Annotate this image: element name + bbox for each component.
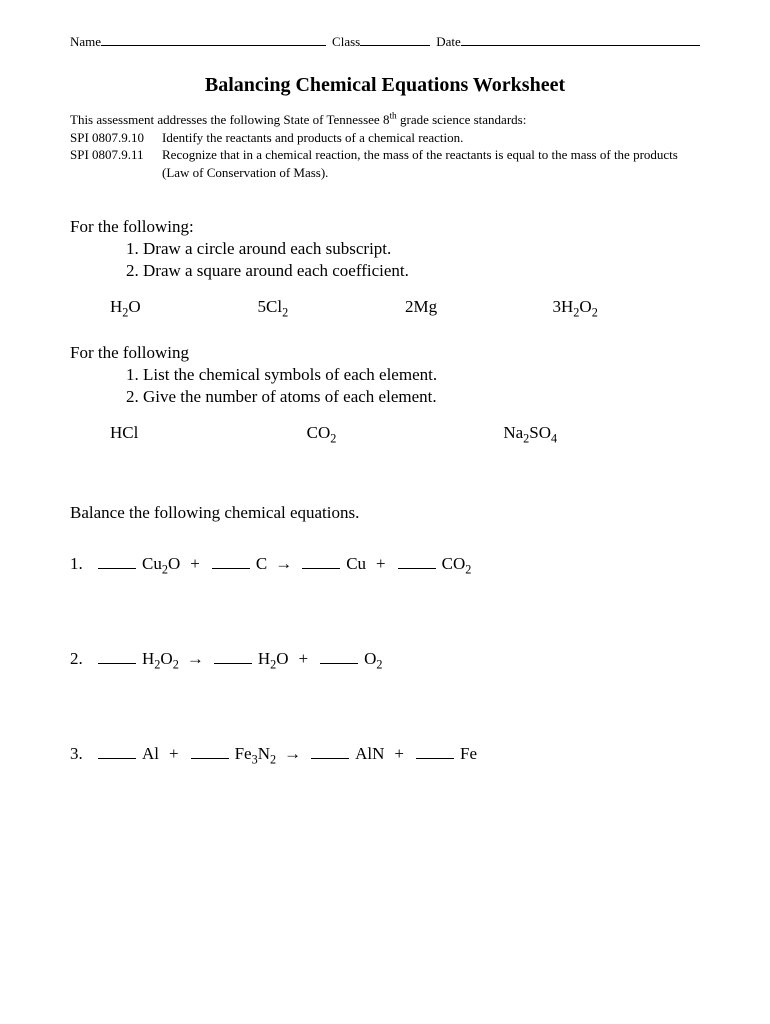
name-label: Name (70, 34, 101, 50)
formula-hcl: HCl (110, 423, 307, 443)
standards-intro-suffix: grade science standards: (397, 112, 527, 127)
name-blank[interactable] (101, 32, 326, 46)
equation-1: 1. Cu2O + C → Cu + CO2 (70, 551, 700, 574)
standards-intro-prefix: This assessment addresses the following … (70, 112, 389, 127)
standards-intro: This assessment addresses the following … (70, 111, 700, 129)
section1-intro: For the following: (70, 217, 700, 237)
operator: + (190, 554, 200, 574)
equations-list: 1. Cu2O + C → Cu + CO2 2. H2O2 → H2O + O2 3. Al + Fe3N2 → A… (70, 551, 700, 764)
section1-item1: 1. Draw a circle around each subscript. (70, 239, 700, 259)
equation-3: 3. Al + Fe3N2 → AlN + Fe (70, 741, 700, 764)
formula-term: H2O (258, 649, 289, 669)
standards-code-2: SPI 0807.9.11 (70, 146, 162, 181)
coefficient-blank[interactable] (98, 646, 136, 664)
standards-row-1: SPI 0807.9.10 Identify the reactants and… (70, 129, 700, 147)
formula-co2: CO2 (307, 423, 504, 443)
class-label: Class (332, 34, 360, 50)
equation-number: 3. (70, 744, 92, 764)
standards-block: This assessment addresses the following … (70, 111, 700, 181)
coefficient-blank[interactable] (398, 551, 436, 569)
balance-heading: Balance the following chemical equations… (70, 503, 700, 523)
equation-number: 2. (70, 649, 92, 669)
equation-2: 2. H2O2 → H2O + O2 (70, 646, 700, 669)
operator: → (275, 554, 292, 574)
formula-term: AlN (355, 744, 384, 764)
operator: → (187, 649, 204, 669)
coefficient-blank[interactable] (98, 741, 136, 759)
header-fields: Name Class Date (70, 32, 700, 50)
section1-item2: 2. Draw a square around each coefficient… (70, 261, 700, 281)
operator: → (284, 744, 301, 764)
equation-number: 1. (70, 554, 92, 574)
formula-term: CO2 (442, 554, 472, 574)
section1-formulas: H2O 5Cl2 2Mg 3H2O2 (70, 297, 700, 317)
formula-2mg: 2Mg (405, 297, 553, 317)
coefficient-blank[interactable] (212, 551, 250, 569)
class-blank[interactable] (360, 32, 430, 46)
operator: + (394, 744, 404, 764)
operator: + (169, 744, 179, 764)
formula-term: Cu2O (142, 554, 180, 574)
coefficient-blank[interactable] (320, 646, 358, 664)
coefficient-blank[interactable] (302, 551, 340, 569)
standards-code-1: SPI 0807.9.10 (70, 129, 162, 147)
section2-item2: 2. Give the number of atoms of each elem… (70, 387, 700, 407)
formula-term: H2O2 (142, 649, 179, 669)
formula-na2so4: Na2SO4 (503, 423, 700, 443)
operator: + (376, 554, 386, 574)
formula-term: Al (142, 744, 159, 764)
date-blank[interactable] (461, 32, 700, 46)
section2-formulas: HCl CO2 Na2SO4 (70, 423, 700, 443)
coefficient-blank[interactable] (416, 741, 454, 759)
standards-intro-sup: th (389, 112, 396, 122)
formula-term: O2 (364, 649, 382, 669)
section2-intro: For the following (70, 343, 700, 363)
date-label: Date (436, 34, 461, 50)
standards-row-2: SPI 0807.9.11 Recognize that in a chemic… (70, 146, 700, 181)
operator: + (299, 649, 309, 669)
worksheet-page: Name Class Date Balancing Chemical Equat… (0, 0, 770, 876)
coefficient-blank[interactable] (311, 741, 349, 759)
standards-desc-1: Identify the reactants and products of a… (162, 129, 700, 147)
standards-desc-2: Recognize that in a chemical reaction, t… (162, 146, 700, 181)
formula-term: Fe3N2 (235, 744, 277, 764)
coefficient-blank[interactable] (191, 741, 229, 759)
formula-h2o: H2O (110, 297, 258, 317)
formula-term: Cu (346, 554, 366, 574)
coefficient-blank[interactable] (98, 551, 136, 569)
formula-term: C (256, 554, 267, 574)
page-title: Balancing Chemical Equations Worksheet (70, 74, 700, 97)
formula-3h2o2: 3H2O2 (553, 297, 701, 317)
formula-5cl2: 5Cl2 (258, 297, 406, 317)
section2-item1: 1. List the chemical symbols of each ele… (70, 365, 700, 385)
coefficient-blank[interactable] (214, 646, 252, 664)
formula-term: Fe (460, 744, 477, 764)
